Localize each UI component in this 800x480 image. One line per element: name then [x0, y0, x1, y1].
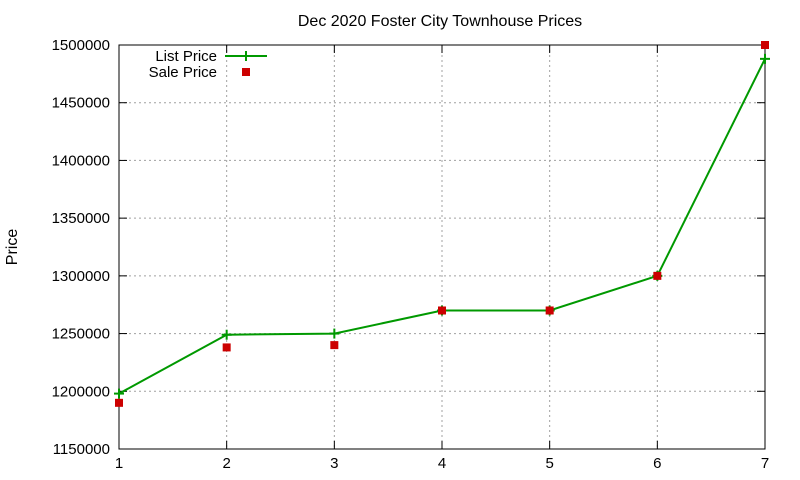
axis-ticks: 1150000 1200000 1250000 1300000 1350000 14000… — [52, 37, 770, 472]
legend-label-sale-price: Sale Price — [149, 64, 217, 81]
x-tick-label: 6 — [653, 455, 661, 472]
list-price-point — [221, 329, 232, 340]
y-tick-label: 1500000 — [52, 37, 110, 54]
x-tick-label: 5 — [545, 455, 553, 472]
chart-title: Dec 2020 Foster City Townhouse Prices — [298, 13, 582, 30]
sale-price-point — [438, 306, 446, 315]
x-tick-label: 2 — [222, 455, 230, 472]
x-tick-label: 3 — [330, 455, 338, 472]
sale-price-point — [115, 398, 123, 407]
series-layer — [114, 41, 770, 407]
sale-price-point — [222, 343, 231, 352]
y-axis-label: Price — [4, 229, 21, 266]
sale-price-point — [653, 271, 662, 280]
sale-price-point — [330, 341, 339, 350]
y-tick-label: 1350000 — [52, 210, 110, 227]
list-price-point — [329, 328, 340, 339]
legend-marker-sale-price — [242, 68, 250, 76]
y-tick-label: 1450000 — [52, 95, 110, 112]
x-tick-label: 1 — [115, 455, 123, 472]
sale-price-point — [761, 41, 769, 49]
x-tick-label: 4 — [438, 455, 446, 472]
y-tick-label: 1200000 — [52, 383, 110, 400]
list-price-point — [114, 388, 124, 399]
legend-label-list-price: List Price — [155, 48, 217, 65]
y-tick-label: 1300000 — [52, 268, 110, 285]
grid-lines — [119, 45, 765, 449]
x-tick-label: 7 — [761, 455, 769, 472]
list-price-point — [760, 53, 770, 64]
y-tick-label: 1400000 — [52, 152, 110, 169]
y-tick-label: 1250000 — [52, 326, 110, 343]
sale-price-point — [545, 306, 554, 315]
y-tick-label: 1150000 — [53, 441, 110, 458]
